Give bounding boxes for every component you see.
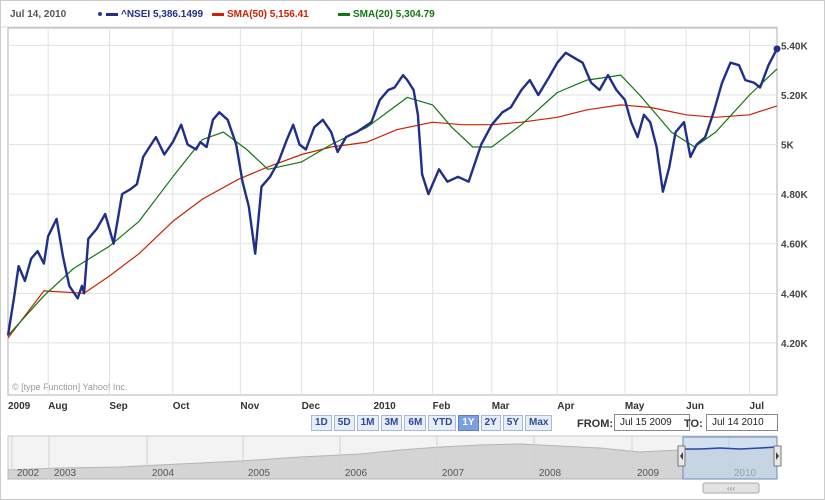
range-1m-button[interactable]: 1M [356, 415, 379, 431]
x-tick-label: 2010 [373, 401, 396, 412]
y-tick-label: 4.20K [781, 339, 808, 350]
y-tick-label: 5K [781, 141, 795, 152]
navigator-year-label: 2006 [345, 468, 368, 479]
to-date-input[interactable]: Jul 14 2010 [706, 414, 778, 431]
navigator-year-label: 2008 [539, 468, 562, 479]
x-axis-labels: 2009 Aug Sep Oct Nov Dec 2010 Feb Mar Apr May Jun Ju… [8, 401, 764, 412]
navigator-selection-line [684, 446, 777, 450]
y-tick-label: 4.60K [781, 240, 808, 251]
series-line-nsei [6, 48, 779, 336]
navigator-scrollbar-thumb[interactable] [702, 482, 760, 494]
watermark: © [type Function] Yahoo! Inc. [12, 382, 127, 392]
x-tick-label: Mar [492, 401, 510, 412]
x-tick-label: 2009 [8, 401, 31, 412]
range-5y-button[interactable]: 5Y [502, 415, 524, 431]
legend-bullet-icon [98, 12, 102, 17]
x-tick-label: Nov [240, 401, 259, 412]
grid-lines [8, 28, 777, 395]
y-tick-label: 4.80K [781, 190, 808, 201]
x-tick-label: Dec [302, 401, 321, 412]
right-arrow-icon [776, 452, 779, 460]
series-line-sma-20 [7, 68, 778, 336]
from-label: FROM: [577, 418, 614, 430]
last-value-marker [773, 45, 781, 53]
legend-sma20-value: 5,304.79 [395, 9, 435, 20]
header-date: Jul 14, 2010 [10, 9, 67, 20]
legend-nsei-label: ^NSEI [121, 9, 151, 20]
x-tick-label: Jul [750, 401, 765, 412]
legend-sma50-label: SMA(50) [227, 9, 268, 20]
navigator-year-label: 2007 [442, 468, 465, 479]
y-tick-label: 4.40K [781, 289, 808, 300]
legend-sma50: SMA(50) 5,156.41 [212, 9, 309, 20]
range-5d-button[interactable]: 5D [333, 415, 355, 431]
left-arrow-icon [680, 452, 683, 460]
to-label: TO: [684, 418, 703, 430]
navigator-year-label: 2005 [248, 468, 271, 479]
x-tick-label: Aug [48, 401, 67, 412]
y-axis-labels: 4.20K 4.40K 4.60K 4.80K 5K 5.20K 5.40K [781, 41, 808, 350]
legend-nsei: ^NSEI 5,386.1499 [98, 9, 203, 20]
plot-area [7, 27, 778, 396]
x-tick-label: Jun [686, 401, 704, 412]
navigator-selection[interactable] [682, 436, 778, 480]
range-selector: 1D 5D 1M 3M 6M YTD 1Y 2Y 5Y Max [311, 415, 553, 431]
legend-sma20: SMA(20) 5,304.79 [338, 9, 435, 20]
legend-nsei-value: 5,386.1499 [152, 9, 204, 20]
navigator-year-label: 2002 [17, 468, 40, 479]
x-tick-label: Sep [109, 401, 127, 412]
navigator-year-label: 2009 [637, 468, 660, 479]
scroll-grip-icon: ‹‹‹ [727, 484, 735, 493]
legend-swatch-sma50 [212, 12, 224, 16]
x-tick-label: Apr [557, 401, 574, 412]
series-lines [6, 45, 781, 339]
range-6m-button[interactable]: 6M [404, 415, 427, 431]
range-ytd-button[interactable]: YTD [428, 415, 457, 431]
y-tick-label: 5.40K [781, 41, 808, 52]
x-tick-label: May [625, 401, 645, 412]
y-tick-label: 5.20K [781, 91, 808, 102]
range-3m-button[interactable]: 3M [380, 415, 403, 431]
legend-swatch-sma20 [338, 12, 350, 16]
range-1d-button[interactable]: 1D [311, 415, 332, 431]
navigator-year-label: 2003 [54, 468, 77, 479]
legend-swatch-nsei [106, 12, 118, 16]
range-1y-button[interactable]: 1Y [458, 415, 479, 431]
x-tick-label: Oct [173, 401, 190, 412]
from-date-input[interactable]: Jul 15 2009 [614, 414, 690, 431]
x-tick-label: Feb [433, 401, 451, 412]
legend-sma50-value: 5,156.41 [269, 9, 309, 20]
legend-sma20-label: SMA(20) [353, 9, 394, 20]
navigator-year-label: 2004 [152, 468, 175, 479]
range-max-button[interactable]: Max [525, 415, 553, 431]
range-2y-button[interactable]: 2Y [480, 415, 501, 431]
